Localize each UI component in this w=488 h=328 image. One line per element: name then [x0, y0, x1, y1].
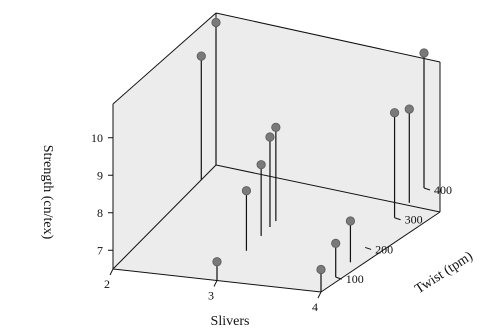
data-point: [211, 17, 221, 28]
data-point: [419, 48, 429, 58]
floor-edge-back-right: [215, 164, 441, 213]
data-point: [389, 108, 400, 118]
y-tick-mark: [423, 187, 431, 191]
y-tick-label: 200: [375, 242, 393, 256]
y-tick-mark: [364, 246, 372, 250]
data-point: [265, 132, 275, 142]
x-tick-mark: [109, 268, 114, 276]
x-tick-mark: [317, 291, 322, 299]
x-tick-label: 3: [208, 289, 214, 303]
y-tick-mark: [335, 276, 342, 280]
wall-top-edge-right: [215, 12, 441, 63]
back-wall-pane: [113, 13, 440, 269]
z-tick-label: 7: [97, 243, 103, 257]
wall-top-edge-left: [112, 12, 217, 105]
y-tick-label: 400: [434, 183, 452, 197]
y-axis-title: Twist (tpm): [413, 249, 476, 297]
data-point: [316, 264, 326, 275]
y-tick-label: 300: [405, 213, 423, 227]
data-point: [212, 257, 222, 267]
data-point: [256, 160, 266, 170]
data-point: [345, 216, 356, 226]
data-layer: [196, 17, 429, 292]
floor-pane: [113, 165, 440, 292]
y-tick-label: 100: [346, 272, 364, 286]
data-point: [241, 186, 252, 196]
x-tick-mark: [213, 280, 218, 287]
z-tick-label: 8: [97, 206, 103, 220]
z-tick-label: 9: [97, 168, 103, 182]
data-point: [404, 104, 414, 114]
tick-layer: 7 8 9 10 2 3 4 100 200 300 400: [91, 131, 452, 314]
data-point: [196, 51, 206, 61]
x-axis-title: Slivers: [211, 314, 250, 328]
z-axis-title: Strength (cn/tex): [40, 145, 55, 240]
floor-edge-back-left: [112, 164, 217, 270]
data-point: [271, 122, 281, 132]
x-tick-label: 2: [104, 277, 110, 291]
x-tick-label: 4: [312, 300, 318, 314]
data-point: [331, 238, 341, 248]
y-tick-mark: [394, 217, 401, 221]
z-tick-label: 10: [91, 131, 103, 145]
